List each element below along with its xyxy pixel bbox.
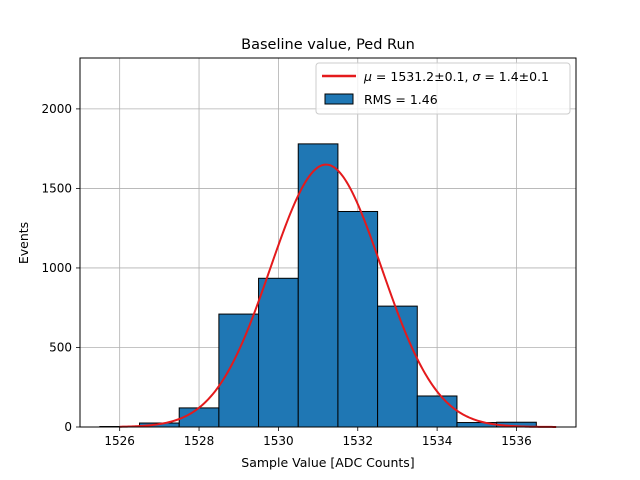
x-tick-label: 1532 — [342, 434, 373, 448]
histogram-bar — [297, 143, 339, 428]
y-axis-ticks: 0 500 1000 1500 2000 — [41, 102, 80, 434]
chart-title: Baseline value, Ped Run — [241, 37, 415, 53]
plot-frame — [79, 57, 577, 428]
x-tick-label: 1530 — [263, 434, 294, 448]
gaussian-fit-curve — [119, 163, 557, 428]
x-tick-label: 1526 — [104, 434, 135, 448]
legend-histogram-label: RMS = 1.46 — [364, 92, 438, 107]
histogram-bar — [258, 277, 299, 428]
y-tick-label: 500 — [49, 340, 72, 354]
y-tick-label: 1500 — [41, 181, 72, 195]
y-axis-label: Events — [16, 222, 31, 264]
legend-fit-label: μ = 1531.2±0.1, σ = 1.4±0.1 — [363, 69, 549, 84]
x-tick-label: 1534 — [422, 434, 453, 448]
x-tick-label: 1528 — [184, 434, 215, 448]
histogram-bar — [377, 305, 418, 428]
y-tick-label: 2000 — [41, 102, 72, 116]
legend-sigma-value: = 1.4±0.1 — [480, 69, 549, 84]
legend: μ = 1531.2±0.1, σ = 1.4±0.1 RMS = 1.46 — [315, 62, 571, 115]
legend-box — [315, 62, 571, 115]
legend-mu-value: = 1531.2±0.1, — [372, 69, 472, 84]
x-tick-label: 1536 — [501, 434, 532, 448]
y-tick-label: 1000 — [41, 261, 72, 275]
histogram-bar — [218, 313, 260, 428]
legend-histogram-swatch — [324, 93, 354, 105]
legend-mu-symbol: μ — [363, 69, 372, 84]
legend-sigma-symbol: σ — [472, 69, 481, 84]
histogram-bar — [337, 210, 379, 428]
histogram-bars — [99, 143, 537, 428]
y-tick-label: 0 — [64, 420, 72, 434]
histogram-bar — [416, 395, 458, 428]
x-axis-ticks: 1526 1528 1530 1532 1534 1536 — [104, 427, 532, 448]
x-axis-label: Sample Value [ADC Counts] — [241, 455, 414, 470]
